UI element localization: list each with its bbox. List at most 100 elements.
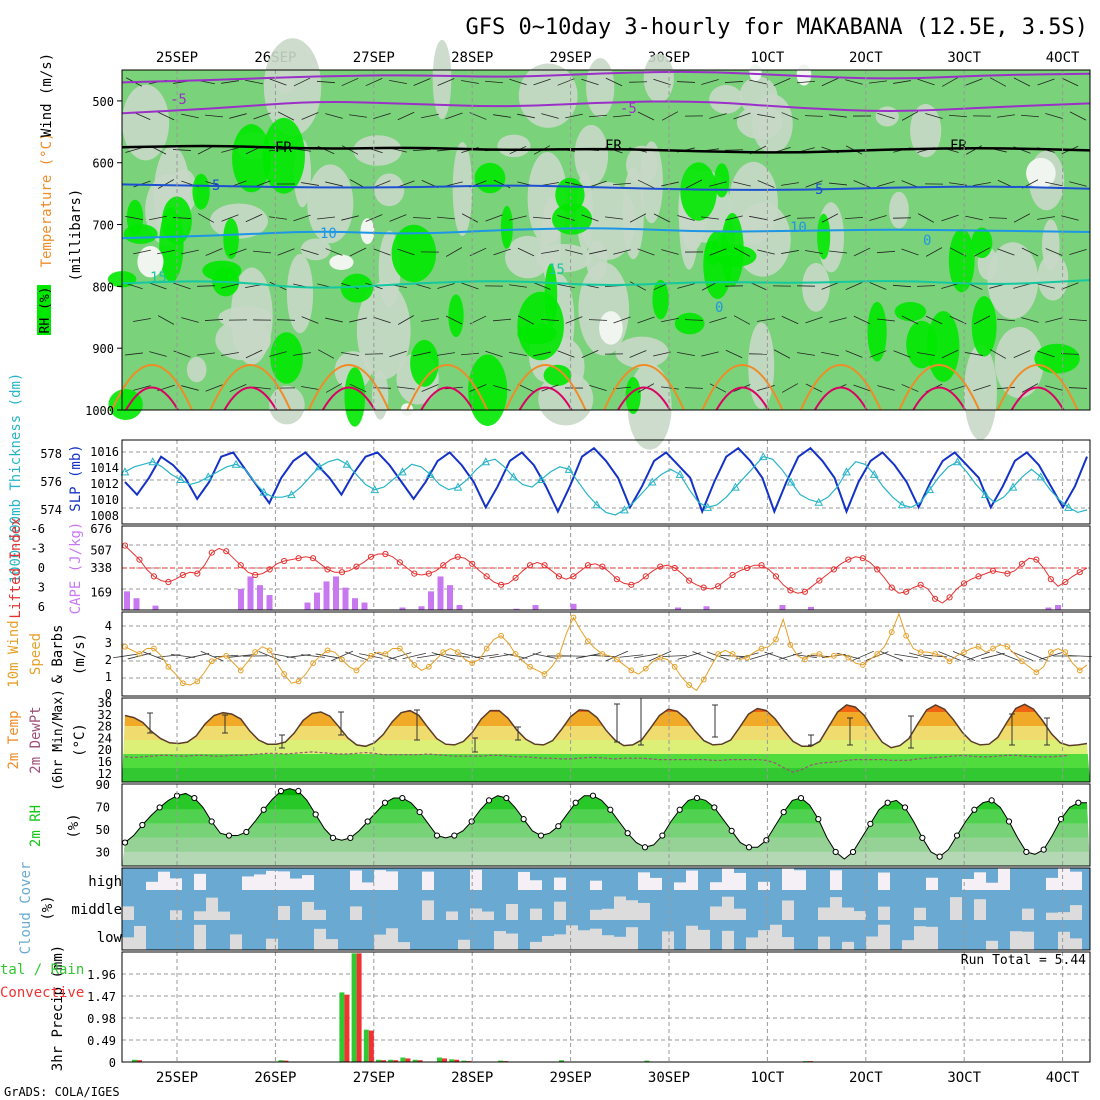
li-tick-label: 0 (38, 561, 45, 575)
wind-barb (805, 316, 823, 324)
wind-barb (325, 383, 343, 393)
cape-bar (447, 585, 453, 610)
cloud-cell (950, 897, 962, 920)
precip-total-bar (644, 1060, 650, 1062)
cape-tick-label: 169 (90, 586, 112, 600)
cloud-cell (734, 908, 746, 920)
cloud-cell (782, 900, 794, 920)
isotherm-label: FR (275, 140, 292, 156)
temperature-axis-label: Temperature (°C) (39, 133, 55, 268)
rh-axis-label: RH (%) (38, 287, 53, 334)
wind-barb (805, 180, 823, 188)
wind-barb (1013, 283, 1031, 289)
wind-barb (301, 316, 319, 324)
isotherm-label: 0 (923, 233, 931, 249)
wind-barb (876, 250, 896, 254)
wind-barb (133, 112, 151, 120)
wind-barb (1013, 350, 1031, 358)
wind-tick-label: 1 (105, 670, 112, 684)
wind-barb (258, 651, 281, 661)
isotherm-warm (898, 364, 981, 411)
wind-barb (973, 182, 991, 186)
cloud-cell (722, 868, 734, 890)
wind-barb (389, 214, 407, 222)
thickness-marker (314, 462, 324, 471)
rh-marker (312, 811, 319, 818)
wind-barb (901, 248, 919, 256)
wind-barb (589, 180, 607, 188)
rh-marker (503, 794, 510, 802)
thickness-marker (481, 457, 491, 466)
precip-total-bar (363, 1029, 369, 1062)
rh-dry-patch (307, 164, 354, 244)
cloud-cell (1070, 871, 1082, 890)
wind-barb (204, 319, 224, 321)
li-marker (845, 556, 852, 563)
wind-speed-marker (570, 614, 577, 621)
cloud-cell (218, 911, 230, 920)
wind-barb (397, 180, 415, 188)
wind-barb (205, 384, 223, 392)
rh-moist-patch (948, 228, 975, 293)
wind-speed-marker (281, 671, 288, 677)
wind-barb (662, 655, 687, 657)
wind-barb (685, 179, 703, 189)
cape-bar (323, 581, 330, 610)
isotherm-label: 10 (790, 220, 807, 236)
cloud-cell (830, 870, 842, 890)
wind-barb (533, 78, 551, 86)
cloud-cell (314, 909, 326, 920)
wind-speed-marker (874, 651, 881, 657)
rh-very-dry-patch (329, 254, 354, 270)
wind-barb (113, 653, 137, 659)
rh-dry-patch (709, 84, 743, 114)
cloud-cell (170, 910, 182, 920)
cloud-cell (758, 881, 770, 890)
wind-barb (533, 351, 551, 357)
wind-barb (869, 80, 887, 84)
li-marker (498, 581, 505, 588)
wind-barb (1045, 113, 1063, 119)
wind-barb (142, 651, 166, 661)
cloud-cell (602, 908, 614, 920)
rh-marker (1040, 846, 1047, 853)
wind-barb (781, 250, 799, 254)
cloud-cell (986, 882, 998, 890)
wind-barb (916, 285, 936, 287)
wind-speed-marker (382, 651, 389, 657)
wind-barb (181, 385, 199, 391)
wind-tick-label: 0 (105, 687, 112, 701)
wind-barb (677, 283, 695, 289)
wind-speed-marker (932, 651, 939, 657)
rh-fill-band (122, 823, 1090, 838)
wind-barb (196, 285, 216, 287)
cape-bar (703, 606, 710, 610)
isotherm-warm (406, 364, 489, 411)
wind-barb (540, 318, 560, 322)
wind-barb (581, 78, 599, 86)
rh-dry-patch (736, 105, 783, 140)
cloud-cell (1070, 905, 1082, 920)
thickness-marker (842, 467, 851, 476)
minmax-axis-label: (6hr Min/Max) (51, 689, 66, 791)
rh-fill-band (122, 837, 1090, 852)
cloud-cell (1058, 868, 1070, 890)
wind-barb (973, 315, 991, 325)
wind-barb (749, 79, 767, 85)
wind-barb (649, 650, 672, 662)
cape-bar (675, 607, 681, 610)
wind-barb (445, 181, 463, 187)
wind-barb (149, 282, 167, 290)
wind-barb (229, 248, 247, 256)
wind-barb (269, 351, 287, 357)
wind-speed-marker (773, 636, 779, 643)
wind-barb (973, 247, 991, 257)
wind-barb (845, 281, 863, 291)
wind-barb (821, 213, 839, 223)
wind-barb (988, 217, 1008, 219)
wind-barb (197, 352, 215, 356)
wind-barb (181, 113, 199, 119)
pressure-tick-label: 600 (92, 157, 114, 171)
precip-convective-bar (368, 1030, 374, 1062)
rh-dry-patch (964, 344, 997, 441)
